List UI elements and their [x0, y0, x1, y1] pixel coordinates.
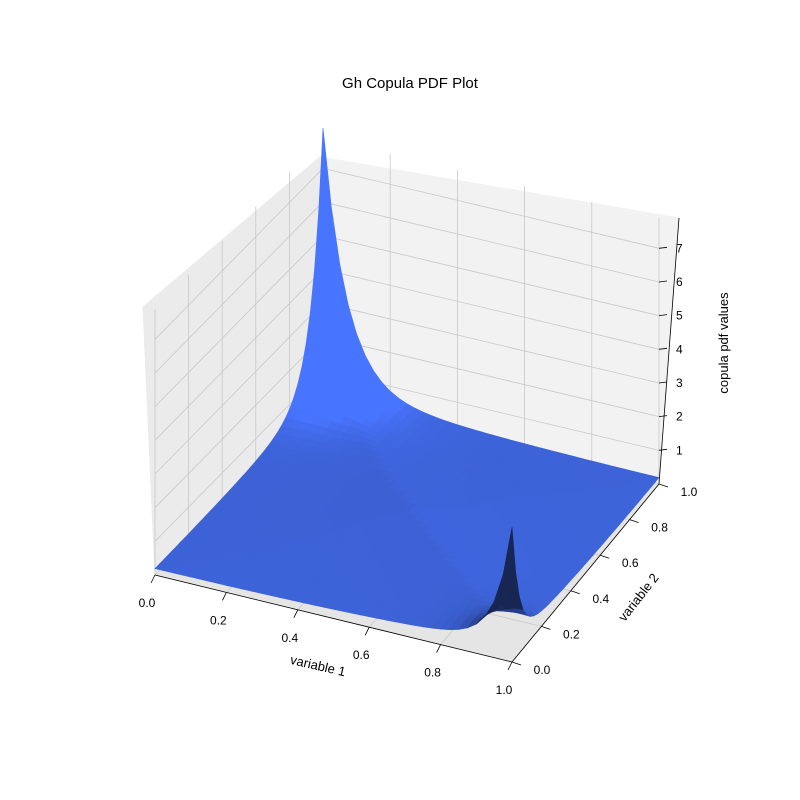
z-axis-line — [658, 217, 680, 485]
z-tick — [658, 381, 668, 384]
x-tick — [364, 627, 370, 636]
y-tick-label: 0.4 — [592, 592, 609, 606]
y-tick — [629, 519, 639, 523]
x-tick-label: 0.0 — [139, 596, 156, 610]
x-axis-label: variable 1 — [289, 652, 347, 679]
y-tick-label: 1.0 — [681, 485, 698, 499]
z-tick — [658, 246, 668, 249]
y-tick — [600, 554, 610, 559]
x-tick — [150, 574, 156, 584]
x-tick-label: 0.6 — [353, 648, 370, 662]
z-tick-label: 3 — [676, 376, 683, 390]
x-tick-label: 0.8 — [424, 666, 441, 680]
x-tick-label: 0.2 — [210, 613, 227, 627]
z-tick — [658, 415, 668, 418]
axis-lines — [154, 217, 680, 663]
chart-title: Gh Copula PDF Plot — [342, 75, 479, 92]
ticks: 0.0 0.2 0.4 0.6 0.8 1.0 0.0 0.2 0.4 0.6 0.8 1.0 1 2 3 4… — [139, 241, 698, 697]
z-tick-label: 2 — [676, 410, 683, 424]
x-tick-label: 0.4 — [281, 631, 298, 645]
z-tick-label: 4 — [676, 342, 683, 356]
y-tick-label: 0.6 — [622, 556, 639, 570]
z-tick — [658, 448, 668, 451]
y-tick — [511, 661, 522, 666]
z-tick — [658, 314, 668, 317]
y-axis-line — [511, 483, 660, 663]
x-tick — [436, 644, 441, 653]
x-tick-label: 1.0 — [496, 683, 513, 697]
y-tick — [658, 483, 669, 488]
x-tick — [222, 592, 227, 601]
x-tick — [507, 661, 513, 671]
z-tick-label: 6 — [676, 275, 683, 289]
z-tick-label: 5 — [676, 309, 683, 323]
surface — [154, 127, 660, 631]
x-tick — [293, 609, 299, 618]
y-tick — [541, 626, 551, 630]
y-tick — [570, 590, 580, 595]
x-axis-line — [154, 574, 513, 663]
y-tick-label: 0.8 — [651, 521, 668, 535]
y-tick-label: 0.0 — [534, 663, 551, 677]
surface-facet — [502, 527, 517, 584]
z-tick-label: 7 — [676, 241, 683, 255]
z-tick — [658, 347, 668, 350]
z-axis-label: copula pdf values — [716, 292, 731, 394]
z-tick — [658, 280, 668, 283]
y-tick-label: 0.2 — [563, 627, 580, 641]
y-axis-label: variable 2 — [615, 570, 662, 624]
z-tick-label: 1 — [676, 443, 683, 457]
